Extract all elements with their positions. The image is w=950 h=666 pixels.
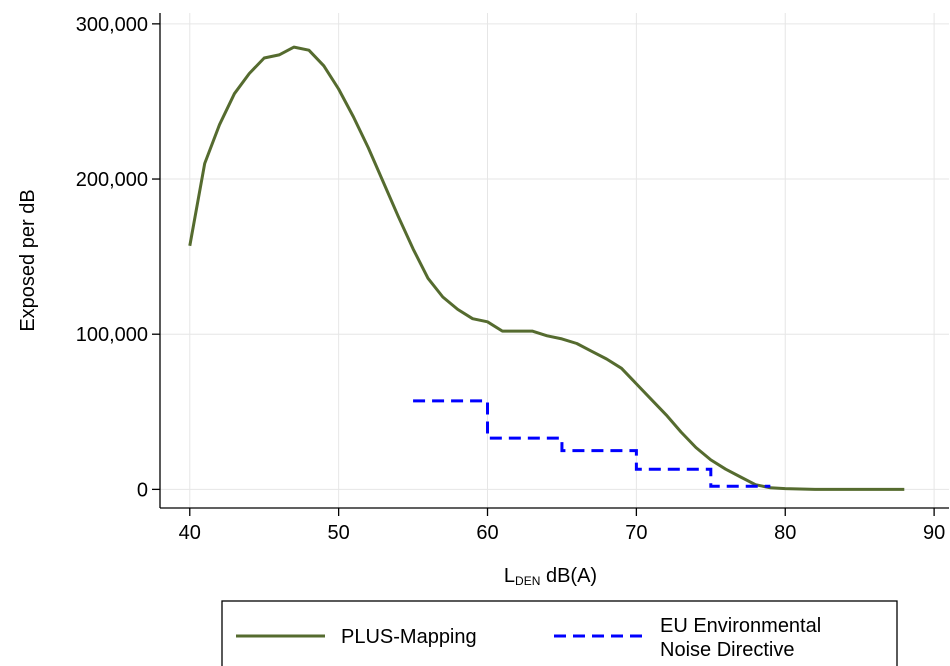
legend-box — [221, 600, 898, 666]
x-tick-label-80: 80 — [774, 522, 796, 544]
legend-label-eu-directive-line-1: EU Environmental — [660, 615, 821, 637]
y-tick-label-200000: 200,000 — [76, 169, 148, 191]
x-tick-label-50: 50 — [328, 522, 350, 544]
ticks-layer: 40 50 60 70 80 90 0 100,000 200,000 300,000 — [76, 14, 946, 544]
x-tick-label-70: 70 — [625, 522, 647, 544]
x-axis-title: LDEN dB(A) — [504, 565, 597, 588]
series-layer — [188, 45, 905, 491]
x-axis-title-subscript: DEN — [515, 574, 540, 588]
grid-layer — [160, 13, 949, 508]
legend-label-eu-directive-line-2: Noise Directive — [660, 639, 794, 661]
x-axis-title-main: L — [504, 565, 515, 587]
y-tick-label-300000: 300,000 — [76, 14, 148, 36]
x-tick-label-40: 40 — [179, 522, 201, 544]
x-axis-title-unit: dB(A) — [540, 565, 597, 587]
x-tick-label-90: 90 — [923, 522, 945, 544]
x-tick-label-60: 60 — [476, 522, 498, 544]
y-axis-title: Exposed per dB — [17, 189, 39, 331]
series-line-plus-mapping — [188, 45, 905, 491]
axes-layer — [159, 13, 949, 509]
legend: PLUS-Mapping EU Environmental Noise Dire… — [221, 600, 898, 666]
y-tick-label-100000: 100,000 — [76, 324, 148, 346]
series-line-eu-directive — [413, 399, 771, 488]
y-tick-label-0: 0 — [137, 479, 148, 501]
legend-label-plus-mapping: PLUS-Mapping — [341, 626, 477, 648]
